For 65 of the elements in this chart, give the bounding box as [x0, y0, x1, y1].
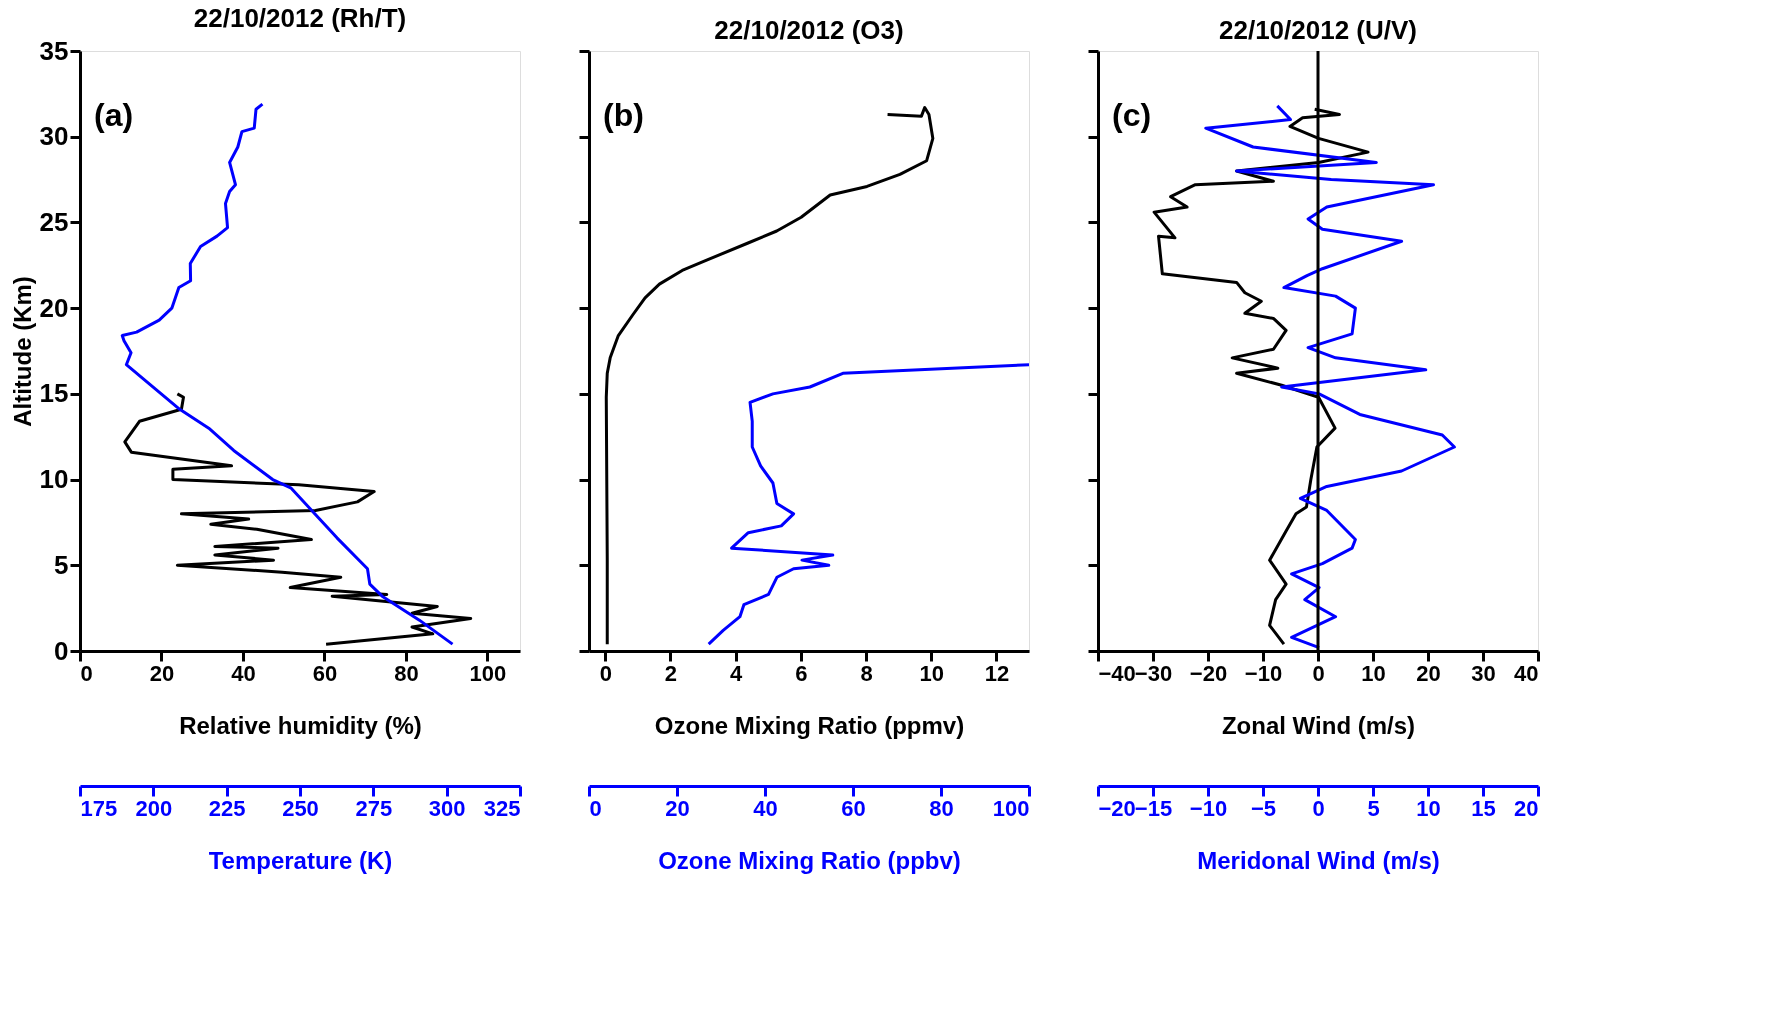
annotation: (a) — [94, 97, 134, 133]
y-tick-label: 10 — [39, 464, 69, 495]
x2-axis-title: Meridonal Wind (m/s) — [1197, 846, 1440, 874]
x2-tick-label: 40 — [753, 795, 778, 821]
x2-tick-label: 325 — [483, 795, 521, 821]
x-tick-label: 6 — [795, 660, 808, 686]
x2-tick-label: 20 — [1514, 795, 1539, 821]
x-tick-label: 60 — [312, 660, 338, 686]
x-tick-label: 0 — [1312, 660, 1325, 686]
x-tick-label: 10 — [1361, 660, 1386, 686]
x-tick-label: 0 — [80, 660, 93, 686]
x-tick-label: −40 — [1098, 660, 1136, 686]
x-tick-label: 10 — [919, 660, 944, 686]
y-axis-title: Altitude (Km) — [8, 276, 36, 427]
x2-tick-label: 250 — [282, 795, 319, 821]
x-tick-label: 20 — [1416, 660, 1441, 686]
y-tick-label: 15 — [39, 378, 69, 409]
x-tick-label: 40 — [231, 660, 256, 686]
chart-title: 22/10/2012 (Rh/T) — [193, 3, 407, 33]
x-tick-label: −30 — [1134, 660, 1173, 686]
x-tick-label: 12 — [984, 660, 1010, 686]
x-tick-label: −10 — [1244, 660, 1283, 686]
x2-tick-label: 0 — [1312, 795, 1325, 821]
x2-tick-label: 0 — [589, 795, 602, 821]
x-axis-title: Relative humidity (%) — [179, 711, 422, 739]
x2-tick-label: 10 — [1416, 795, 1441, 821]
y-tick-label: 5 — [54, 549, 69, 580]
x2-tick-label: 225 — [208, 795, 246, 821]
x-tick-label: 40 — [1514, 660, 1539, 686]
y-tick-label: 35 — [39, 35, 69, 66]
x-tick-label: 20 — [149, 660, 175, 686]
y-tick-label: 0 — [54, 635, 69, 666]
x-tick-label: 30 — [1471, 660, 1496, 686]
x-tick-label: 0 — [599, 660, 612, 686]
x-tick-label: 100 — [469, 660, 507, 686]
chart-title: 22/10/2012 (U/V) — [1218, 14, 1418, 45]
x-axis-title: Ozone Mixing Ratio (ppmv) — [654, 711, 965, 739]
y-tick-label: 20 — [39, 292, 69, 323]
x2-axis-title: Temperature (K) — [208, 846, 393, 874]
x2-tick-label: −10 — [1189, 795, 1228, 821]
annotation: (c) — [1112, 97, 1152, 133]
x2-tick-label: 20 — [665, 795, 690, 821]
x2-tick-label: 300 — [428, 795, 466, 821]
y-tick-label: 30 — [39, 121, 69, 152]
x2-tick-label: 175 — [80, 795, 118, 821]
x2-tick-label: −20 — [1098, 795, 1136, 821]
x-tick-label: 4 — [730, 660, 744, 686]
y-tick-label: 25 — [39, 206, 69, 237]
x2-tick-label: 80 — [929, 795, 954, 821]
x2-tick-label: 5 — [1367, 795, 1380, 821]
x-tick-label: 80 — [394, 660, 419, 686]
x2-tick-label: −15 — [1134, 795, 1173, 821]
x2-tick-label: 200 — [135, 795, 173, 821]
x2-tick-label: 15 — [1471, 795, 1496, 821]
x2-tick-label: 60 — [841, 795, 866, 821]
x-tick-label: 2 — [664, 660, 678, 686]
annotation: (b) — [603, 97, 644, 133]
x2-tick-label: 275 — [355, 795, 393, 821]
x-axis-title: Zonal Wind (m/s) — [1221, 711, 1416, 739]
x-tick-label: −20 — [1189, 660, 1228, 686]
x2-tick-label: −5 — [1250, 795, 1277, 821]
x2-axis-title: Ozone Mixing Ratio (ppbv) — [658, 846, 961, 874]
chart-title: 22/10/2012 (O3) — [714, 14, 904, 45]
x2-tick-label: 100 — [992, 795, 1030, 821]
x-tick-label: 8 — [860, 660, 873, 686]
